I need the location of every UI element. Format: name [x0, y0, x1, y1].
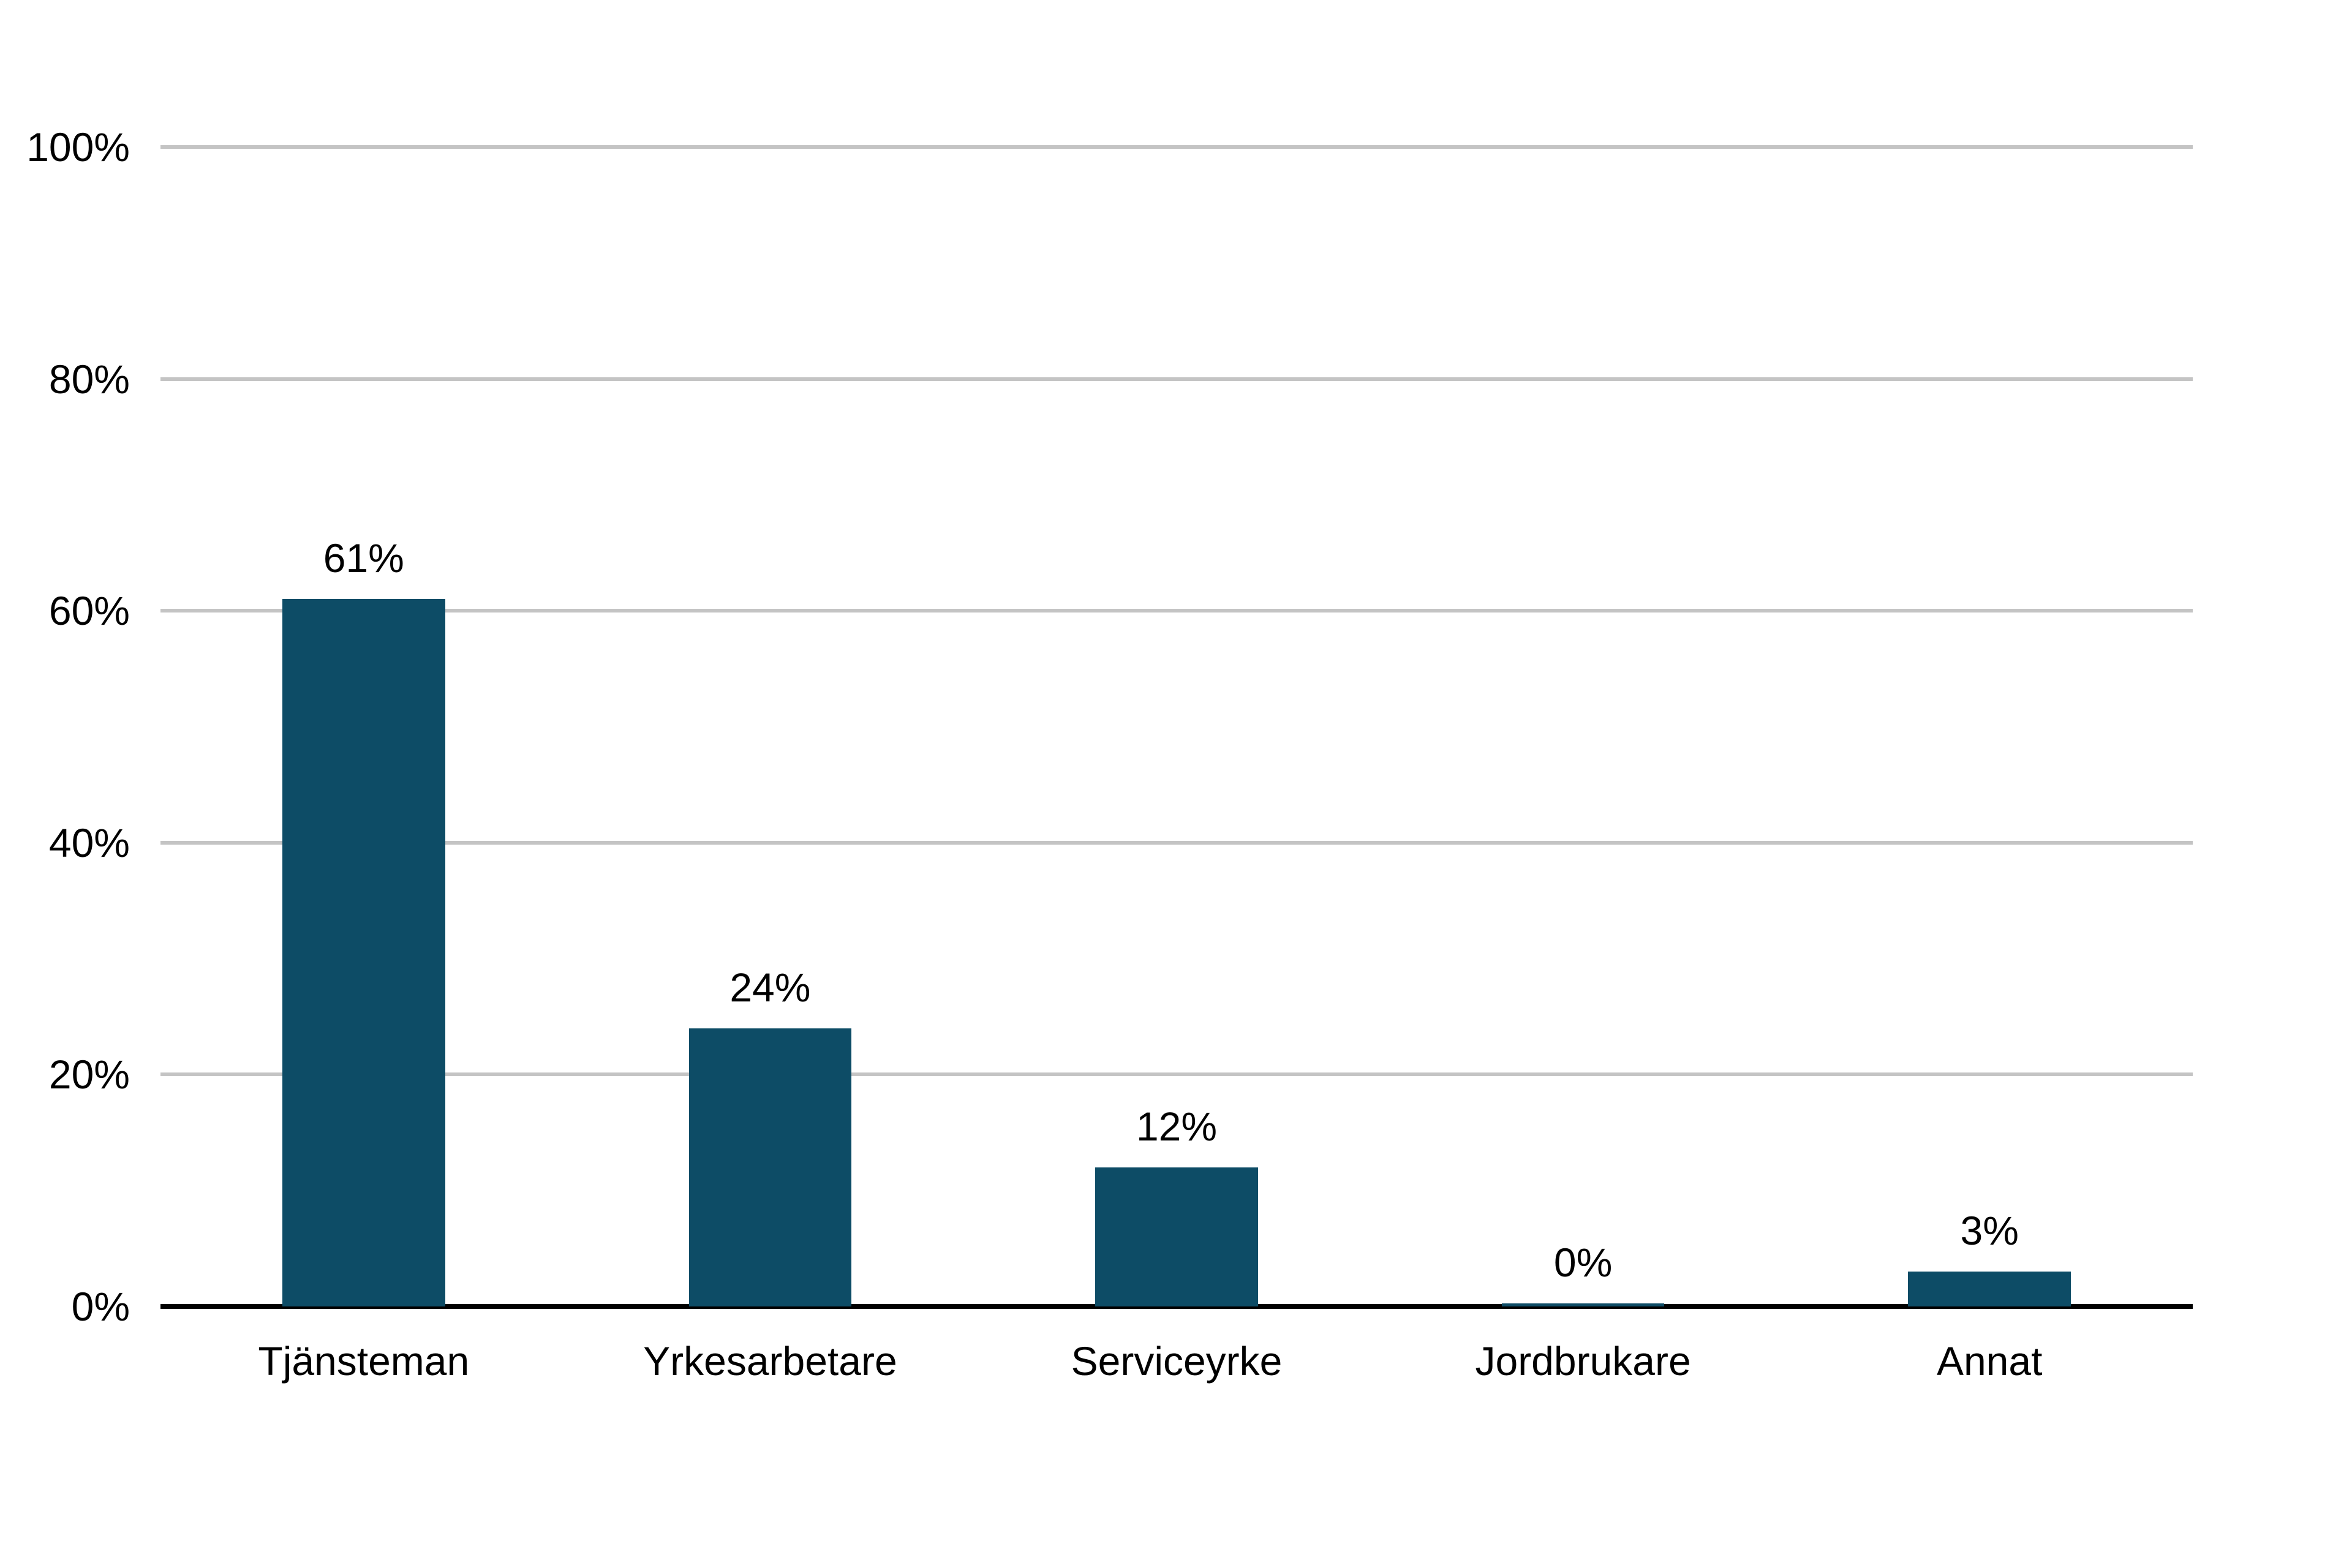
y-axis-tick-label: 100%	[26, 124, 130, 170]
bar-tjänsteman	[282, 599, 445, 1306]
x-axis-category-label: Yrkesarbetare	[643, 1338, 897, 1384]
y-axis-tick-label: 20%	[48, 1052, 130, 1098]
bar-value-label: 0%	[1553, 1240, 1613, 1285]
bar-value-label: 24%	[729, 964, 811, 1010]
bar-value-label: 3%	[1960, 1208, 2019, 1254]
bar-value-label: 12%	[1136, 1103, 1218, 1149]
gridline	[160, 145, 2193, 149]
gridline	[160, 377, 2193, 381]
y-axis-tick-label: 40%	[48, 820, 130, 865]
x-axis-category-label: Annat	[1936, 1338, 2043, 1384]
y-axis-tick-label: 80%	[48, 356, 130, 402]
bar-annat	[1908, 1272, 2071, 1306]
x-axis-line	[160, 1304, 2193, 1309]
bar-jordbrukare	[1501, 1303, 1665, 1306]
x-axis-category-label: Tjänsteman	[258, 1338, 470, 1384]
x-axis-category-label: Serviceyrke	[1071, 1338, 1283, 1384]
bar-serviceyrke	[1095, 1167, 1258, 1306]
y-axis-tick-label: 0%	[71, 1284, 130, 1329]
y-axis-tick-label: 60%	[48, 588, 130, 634]
bar-value-label: 61%	[323, 535, 404, 581]
gridline	[160, 840, 2193, 845]
gridline	[160, 1072, 2193, 1077]
bar-yrkesarbetare	[688, 1028, 852, 1306]
x-axis-category-label: Jordbrukare	[1475, 1338, 1691, 1384]
gridline	[160, 609, 2193, 613]
